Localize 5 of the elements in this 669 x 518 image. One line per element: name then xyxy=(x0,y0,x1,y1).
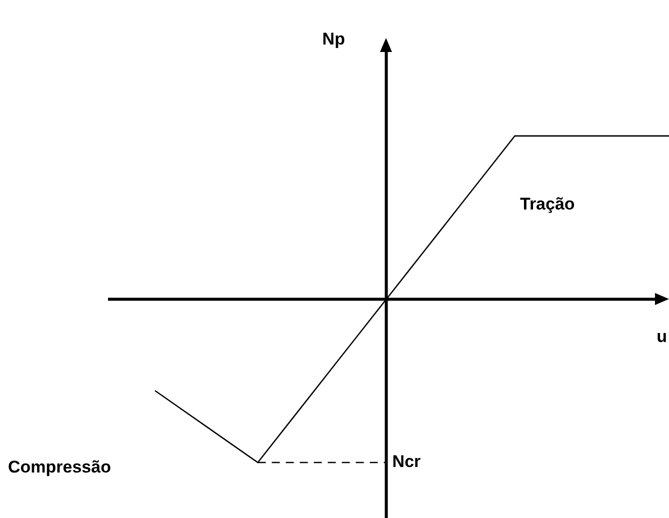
annotation: Tração xyxy=(520,194,575,214)
text: Np xyxy=(322,30,345,49)
text: Compressão xyxy=(8,458,111,477)
x-axis-title: u xyxy=(656,326,667,346)
ref-line-label: Ncr xyxy=(392,452,422,472)
